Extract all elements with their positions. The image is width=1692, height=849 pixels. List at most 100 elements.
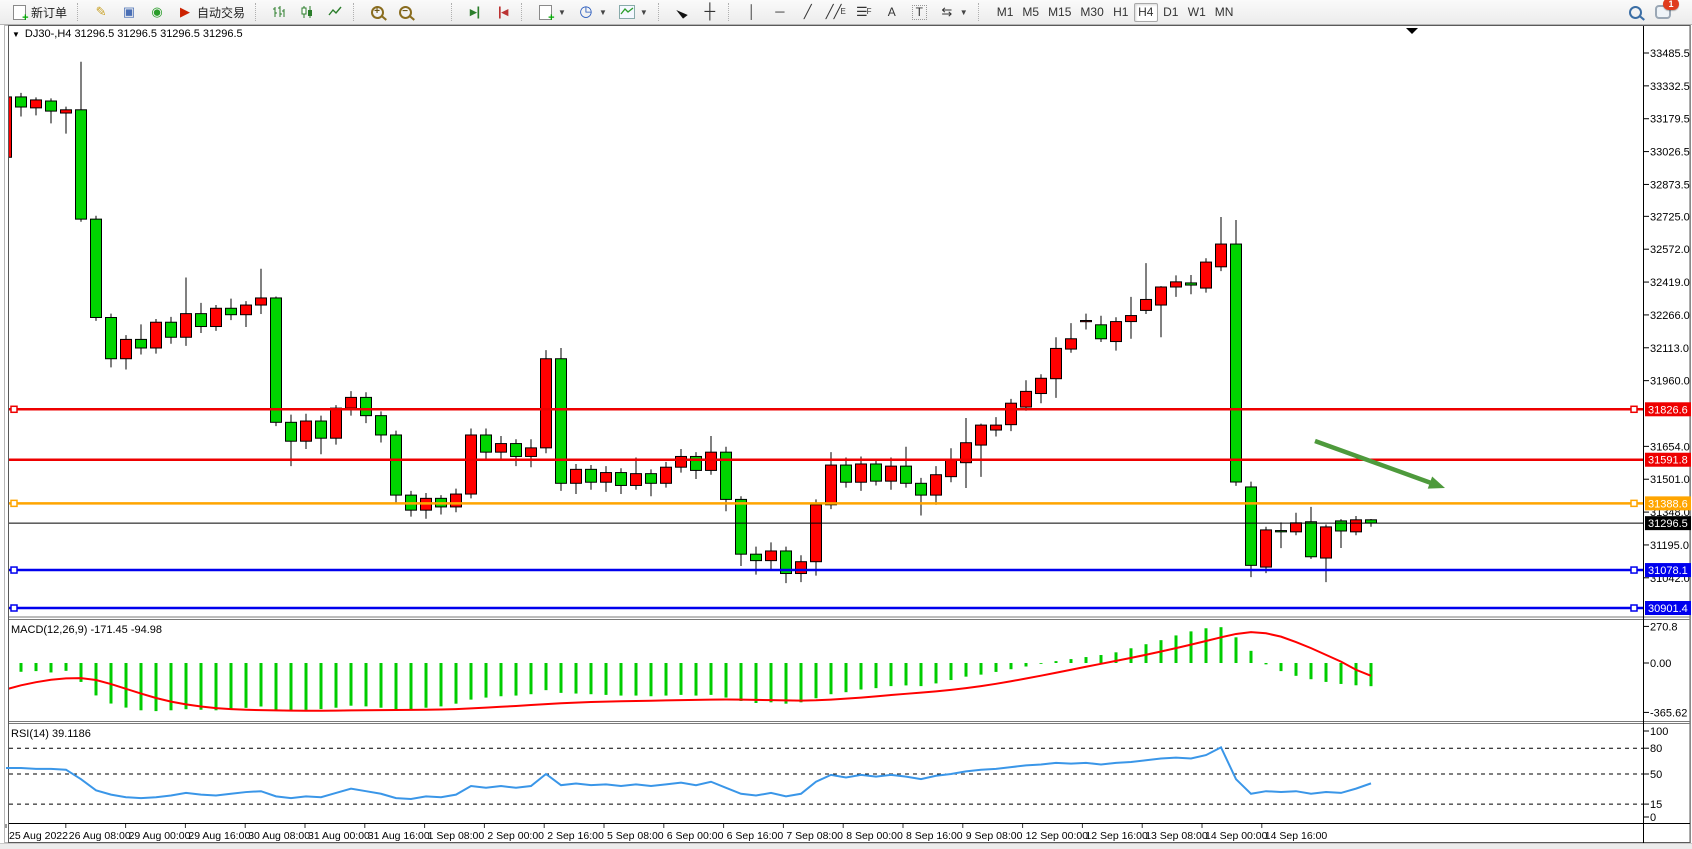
- candlestick-chart-button[interactable]: [294, 2, 320, 23]
- price-label-31078.1: 31078.1: [1645, 563, 1691, 578]
- signal-icon: ◉: [151, 4, 163, 19]
- chevron-down-icon: ▼: [639, 7, 648, 17]
- notification-badge: 1: [1663, 0, 1679, 10]
- svg-text:33332.5: 33332.5: [1650, 81, 1690, 93]
- chart-shift-button[interactable]: |◂: [490, 2, 516, 23]
- fibonacci-icon: ☰ F: [856, 4, 872, 19]
- svg-text:32725.0: 32725.0: [1650, 211, 1690, 223]
- svg-text:25 Aug 2022: 25 Aug 2022: [9, 830, 68, 842]
- chart-window-icon: ▣: [122, 4, 136, 19]
- bar-chart-icon: [271, 4, 287, 20]
- chevron-down-icon: ▼: [558, 7, 566, 17]
- autotrade-button[interactable]: ▶ 自动交易: [172, 2, 250, 23]
- svg-text:31501.0: 31501.0: [1650, 474, 1690, 486]
- svg-text:31826.6: 31826.6: [1648, 404, 1688, 416]
- crosshair-button[interactable]: ┼: [697, 2, 723, 23]
- text-label-icon: T: [911, 4, 927, 20]
- svg-text:6 Sep 16:00: 6 Sep 16:00: [727, 830, 784, 842]
- svg-text:32419.0: 32419.0: [1650, 277, 1690, 289]
- zoom-in-button[interactable]: +: [364, 2, 390, 23]
- new-chart-button[interactable]: + ▼: [532, 2, 571, 23]
- equidistant-channel-icon: ╱╱ E: [825, 4, 846, 19]
- line-chart-button[interactable]: [322, 2, 348, 23]
- profiles-button[interactable]: ◷ ▼: [573, 2, 612, 23]
- hline-31388.6[interactable]: [9, 499, 1643, 508]
- svg-text:8 Sep 16:00: 8 Sep 16:00: [906, 830, 963, 842]
- new-chart-icon: +: [537, 4, 555, 23]
- svg-text:30901.4: 30901.4: [1648, 603, 1688, 615]
- zoom-in-icon: +: [369, 4, 385, 20]
- arrows-tool-button[interactable]: ⇆ ▼: [934, 2, 973, 23]
- auto-scroll-button[interactable]: ▸|: [462, 2, 488, 23]
- zoom-out-button[interactable]: −: [392, 2, 418, 23]
- new-order-button[interactable]: + 新订单: [6, 2, 72, 23]
- styles-button[interactable]: ✎: [88, 2, 114, 23]
- timeframe-button-w1[interactable]: W1: [1184, 3, 1210, 22]
- horizontal-line-tool-button[interactable]: ─: [767, 2, 793, 23]
- trendline-tool-button[interactable]: ╱: [795, 2, 821, 23]
- svg-text:31296.5: 31296.5: [1648, 518, 1688, 530]
- chat-bubble-icon: 1: [1655, 0, 1679, 20]
- toolbar-separator: [521, 3, 527, 21]
- svg-text:32113.0: 32113.0: [1650, 343, 1689, 355]
- timeframe-button-h4[interactable]: H4: [1133, 2, 1158, 22]
- signals-button[interactable]: ◉: [144, 2, 170, 23]
- hline-30901.4[interactable]: [9, 604, 1643, 612]
- indicators-button[interactable]: ▼: [614, 2, 653, 23]
- timeframe-button-m1[interactable]: M1: [993, 3, 1018, 22]
- svg-text:31591.8: 31591.8: [1648, 455, 1688, 467]
- price-axis[interactable]: 33485.5 33332.5 33179.5 33026.5 32873.5 32725…: [1643, 26, 1692, 843]
- vertical-line-icon: │: [747, 4, 756, 19]
- svg-text:33485.5: 33485.5: [1650, 48, 1690, 60]
- hline-31078.1[interactable]: [9, 566, 1643, 574]
- price-label-31296.5: 31296.5: [1645, 516, 1691, 531]
- annotation-arrow[interactable]: [1314, 438, 1445, 489]
- timeframe-button-m5[interactable]: M5: [1018, 3, 1043, 22]
- text-label-tool-button[interactable]: T: [907, 2, 932, 23]
- svg-text:31 Aug 16:00: 31 Aug 16:00: [368, 830, 430, 842]
- search-button[interactable]: [1622, 2, 1648, 23]
- svg-text:7 Sep 08:00: 7 Sep 08:00: [786, 830, 843, 842]
- arrows-icon: ⇆: [941, 4, 953, 19]
- price-label-30901.4: 30901.4: [1645, 601, 1691, 616]
- cursor-icon: [674, 4, 690, 20]
- notifications-button[interactable]: 1: [1650, 0, 1679, 23]
- timeframe-button-mn[interactable]: MN: [1211, 3, 1238, 22]
- svg-text:33026.5: 33026.5: [1650, 147, 1690, 159]
- text-tool-button[interactable]: A: [879, 2, 905, 23]
- hline-31826.6[interactable]: [9, 405, 1643, 414]
- svg-text:30 Aug 08:00: 30 Aug 08:00: [248, 830, 310, 842]
- svg-text:0.00: 0.00: [1650, 658, 1671, 670]
- cursor-button[interactable]: [669, 2, 695, 23]
- timeframe-button-m15[interactable]: M15: [1044, 3, 1075, 22]
- bar-chart-button[interactable]: [266, 2, 292, 23]
- chevron-down-icon: ▼: [598, 7, 607, 17]
- toolbar-separator: [255, 3, 261, 21]
- svg-text:31078.1: 31078.1: [1648, 565, 1688, 577]
- crosshair-icon: ┼: [704, 3, 716, 20]
- timeframe-toolbar: M1 M5 M15 M30 H1 H4 D1 W1 MN: [993, 2, 1238, 22]
- horizontal-line-icon: ─: [775, 4, 785, 19]
- chart-window: 33485.5 33332.5 33179.5 33026.5 32873.5 32725…: [0, 25, 1692, 843]
- autotrade-label: 自动交易: [197, 5, 246, 20]
- price-chart[interactable]: 33485.5 33332.5 33179.5 33026.5 32873.5 32725…: [0, 25, 1692, 843]
- svg-text:270.8: 270.8: [1650, 621, 1678, 633]
- market-watch-button[interactable]: ▣: [116, 2, 142, 23]
- timeframe-button-m30[interactable]: M30: [1076, 3, 1107, 22]
- clock-icon: ◷: [579, 3, 593, 20]
- fibonacci-tool-button[interactable]: ☰ F: [851, 2, 877, 23]
- timeframe-button-h1[interactable]: H1: [1109, 3, 1133, 22]
- current-bar-marker: [1406, 28, 1418, 34]
- vertical-line-tool-button[interactable]: │: [739, 2, 765, 23]
- toolbar-separator: [977, 3, 984, 21]
- candlestick-series: [9, 61, 1377, 584]
- macd-pane: [9, 627, 1373, 712]
- tile-windows-button[interactable]: [420, 2, 446, 23]
- timeframe-button-d1[interactable]: D1: [1159, 3, 1183, 22]
- svg-text:13 Sep 08:00: 13 Sep 08:00: [1145, 830, 1208, 842]
- tile-windows-icon: [425, 4, 441, 20]
- svg-text:6 Sep 00:00: 6 Sep 00:00: [667, 830, 724, 842]
- svg-text:31388.6: 31388.6: [1648, 498, 1688, 510]
- channel-tool-button[interactable]: ╱╱ E: [823, 2, 849, 23]
